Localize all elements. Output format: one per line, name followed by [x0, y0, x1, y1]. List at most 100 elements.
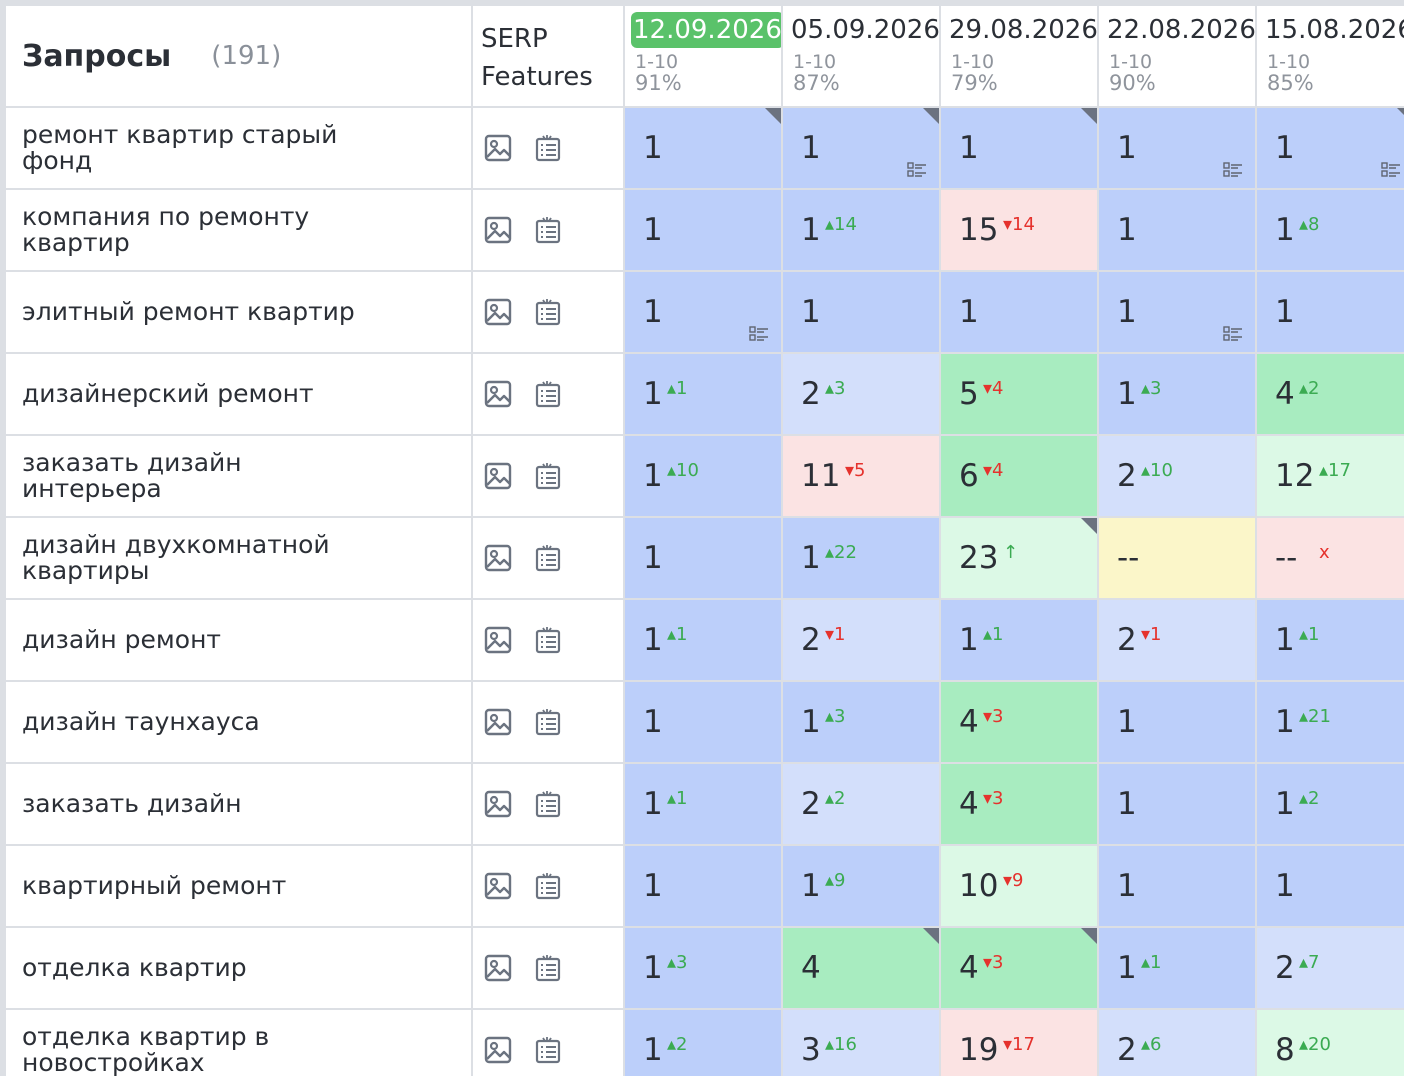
note-corner-marker[interactable]: [1081, 108, 1097, 124]
position-cell[interactable]: 1 ▴3: [625, 928, 781, 1008]
date-column-header[interactable]: 15.08.2026 1-10 85%: [1257, 6, 1404, 106]
image-icon[interactable]: [483, 543, 513, 573]
query-cell[interactable]: дизайн ремонт: [6, 600, 471, 680]
date-label[interactable]: 05.09.2026: [791, 15, 939, 45]
serp-features-icon[interactable]: [1223, 326, 1243, 342]
position-cell[interactable]: 1 ▴3: [1099, 354, 1255, 434]
image-icon[interactable]: [483, 789, 513, 819]
list-icon[interactable]: [533, 789, 563, 819]
position-cell[interactable]: 1: [1257, 108, 1404, 188]
list-icon[interactable]: [533, 1035, 563, 1065]
query-cell[interactable]: дизайн таунхауса: [6, 682, 471, 762]
position-cell[interactable]: 1: [625, 272, 781, 352]
date-column-header[interactable]: 12.09.2026 1-10 91%: [625, 6, 781, 106]
position-cell[interactable]: 2 ▾1: [1099, 600, 1255, 680]
query-cell[interactable]: элитный ремонт квартир: [6, 272, 471, 352]
query-cell[interactable]: отделка квартир: [6, 928, 471, 1008]
position-cell[interactable]: 15 ▾14: [941, 190, 1097, 270]
list-icon[interactable]: [533, 953, 563, 983]
position-cell[interactable]: 4: [783, 928, 939, 1008]
serp-features-icon[interactable]: [1223, 162, 1243, 178]
image-icon[interactable]: [483, 133, 513, 163]
position-cell[interactable]: 1: [941, 108, 1097, 188]
list-icon[interactable]: [533, 543, 563, 573]
position-cell[interactable]: 6 ▾4: [941, 436, 1097, 516]
date-column-header[interactable]: 22.08.2026 1-10 90%: [1099, 6, 1255, 106]
position-cell[interactable]: 1: [1099, 764, 1255, 844]
position-cell[interactable]: 2 ▴6: [1099, 1010, 1255, 1076]
position-cell[interactable]: 1: [625, 190, 781, 270]
list-icon[interactable]: [533, 379, 563, 409]
position-cell[interactable]: 4 ▴2: [1257, 354, 1404, 434]
note-corner-marker[interactable]: [923, 928, 939, 944]
list-icon[interactable]: [533, 133, 563, 163]
image-icon[interactable]: [483, 461, 513, 491]
position-cell[interactable]: 1: [625, 108, 781, 188]
date-label[interactable]: 12.09.2026: [631, 12, 781, 48]
position-cell[interactable]: 1 ▴1: [625, 764, 781, 844]
serp-features-icon[interactable]: [907, 162, 927, 178]
query-cell[interactable]: отделка квартир в новостройках: [6, 1010, 471, 1076]
position-cell[interactable]: --: [1099, 518, 1255, 598]
position-cell[interactable]: 1: [1257, 846, 1404, 926]
position-cell[interactable]: 1: [1257, 272, 1404, 352]
position-cell[interactable]: 1 ▴1: [1257, 600, 1404, 680]
position-cell[interactable]: 3 ▴16: [783, 1010, 939, 1076]
image-icon[interactable]: [483, 953, 513, 983]
date-label[interactable]: 29.08.2026: [949, 15, 1097, 45]
list-icon[interactable]: [533, 297, 563, 327]
position-cell[interactable]: 1: [1099, 190, 1255, 270]
query-cell[interactable]: дизайн двухкомнатной квартиры: [6, 518, 471, 598]
position-cell[interactable]: 1 ▴9: [783, 846, 939, 926]
date-label[interactable]: 15.08.2026: [1265, 15, 1404, 45]
list-icon[interactable]: [533, 215, 563, 245]
note-corner-marker[interactable]: [1081, 518, 1097, 534]
note-corner-marker[interactable]: [1081, 928, 1097, 944]
position-cell[interactable]: 4 ▾3: [941, 928, 1097, 1008]
image-icon[interactable]: [483, 379, 513, 409]
position-cell[interactable]: 1: [625, 846, 781, 926]
queries-header[interactable]: Запросы (191): [6, 6, 471, 106]
position-cell[interactable]: 1 ▴8: [1257, 190, 1404, 270]
note-corner-marker[interactable]: [923, 108, 939, 124]
position-cell[interactable]: 1 ▴1: [941, 600, 1097, 680]
position-cell[interactable]: 4 ▾3: [941, 764, 1097, 844]
serp-features-icon[interactable]: [749, 326, 769, 342]
list-icon[interactable]: [533, 871, 563, 901]
position-cell[interactable]: 10 ▾9: [941, 846, 1097, 926]
image-icon[interactable]: [483, 215, 513, 245]
position-cell[interactable]: 1 ▴3: [783, 682, 939, 762]
position-cell[interactable]: 12 ▴17: [1257, 436, 1404, 516]
position-cell[interactable]: 2 ▴3: [783, 354, 939, 434]
query-cell[interactable]: ремонт квартир старый фонд: [6, 108, 471, 188]
position-cell[interactable]: 1 ▴21: [1257, 682, 1404, 762]
list-icon[interactable]: [533, 707, 563, 737]
query-cell[interactable]: заказать дизайн интерьера: [6, 436, 471, 516]
position-cell[interactable]: 1 ▴2: [1257, 764, 1404, 844]
position-cell[interactable]: 1: [625, 518, 781, 598]
image-icon[interactable]: [483, 871, 513, 901]
query-cell[interactable]: заказать дизайн: [6, 764, 471, 844]
image-icon[interactable]: [483, 297, 513, 327]
position-cell[interactable]: 19 ▾17: [941, 1010, 1097, 1076]
position-cell[interactable]: 1: [783, 272, 939, 352]
position-cell[interactable]: -- x: [1257, 518, 1404, 598]
query-cell[interactable]: дизайнерский ремонт: [6, 354, 471, 434]
date-label[interactable]: 22.08.2026: [1107, 15, 1255, 45]
position-cell[interactable]: 4 ▾3: [941, 682, 1097, 762]
position-cell[interactable]: 5 ▾4: [941, 354, 1097, 434]
position-cell[interactable]: 1 ▴1: [625, 600, 781, 680]
position-cell[interactable]: 8 ▴20: [1257, 1010, 1404, 1076]
note-corner-marker[interactable]: [1397, 108, 1404, 124]
position-cell[interactable]: 2 ▴10: [1099, 436, 1255, 516]
position-cell[interactable]: 1: [941, 272, 1097, 352]
query-cell[interactable]: квартирный ремонт: [6, 846, 471, 926]
date-column-header[interactable]: 05.09.2026 1-10 87%: [783, 6, 939, 106]
position-cell[interactable]: 11 ▾5: [783, 436, 939, 516]
image-icon[interactable]: [483, 1035, 513, 1065]
query-cell[interactable]: компания по ремонту квартир: [6, 190, 471, 270]
position-cell[interactable]: 1: [625, 682, 781, 762]
position-cell[interactable]: 1 ▴2: [625, 1010, 781, 1076]
position-cell[interactable]: 2 ▾1: [783, 600, 939, 680]
list-icon[interactable]: [533, 461, 563, 491]
